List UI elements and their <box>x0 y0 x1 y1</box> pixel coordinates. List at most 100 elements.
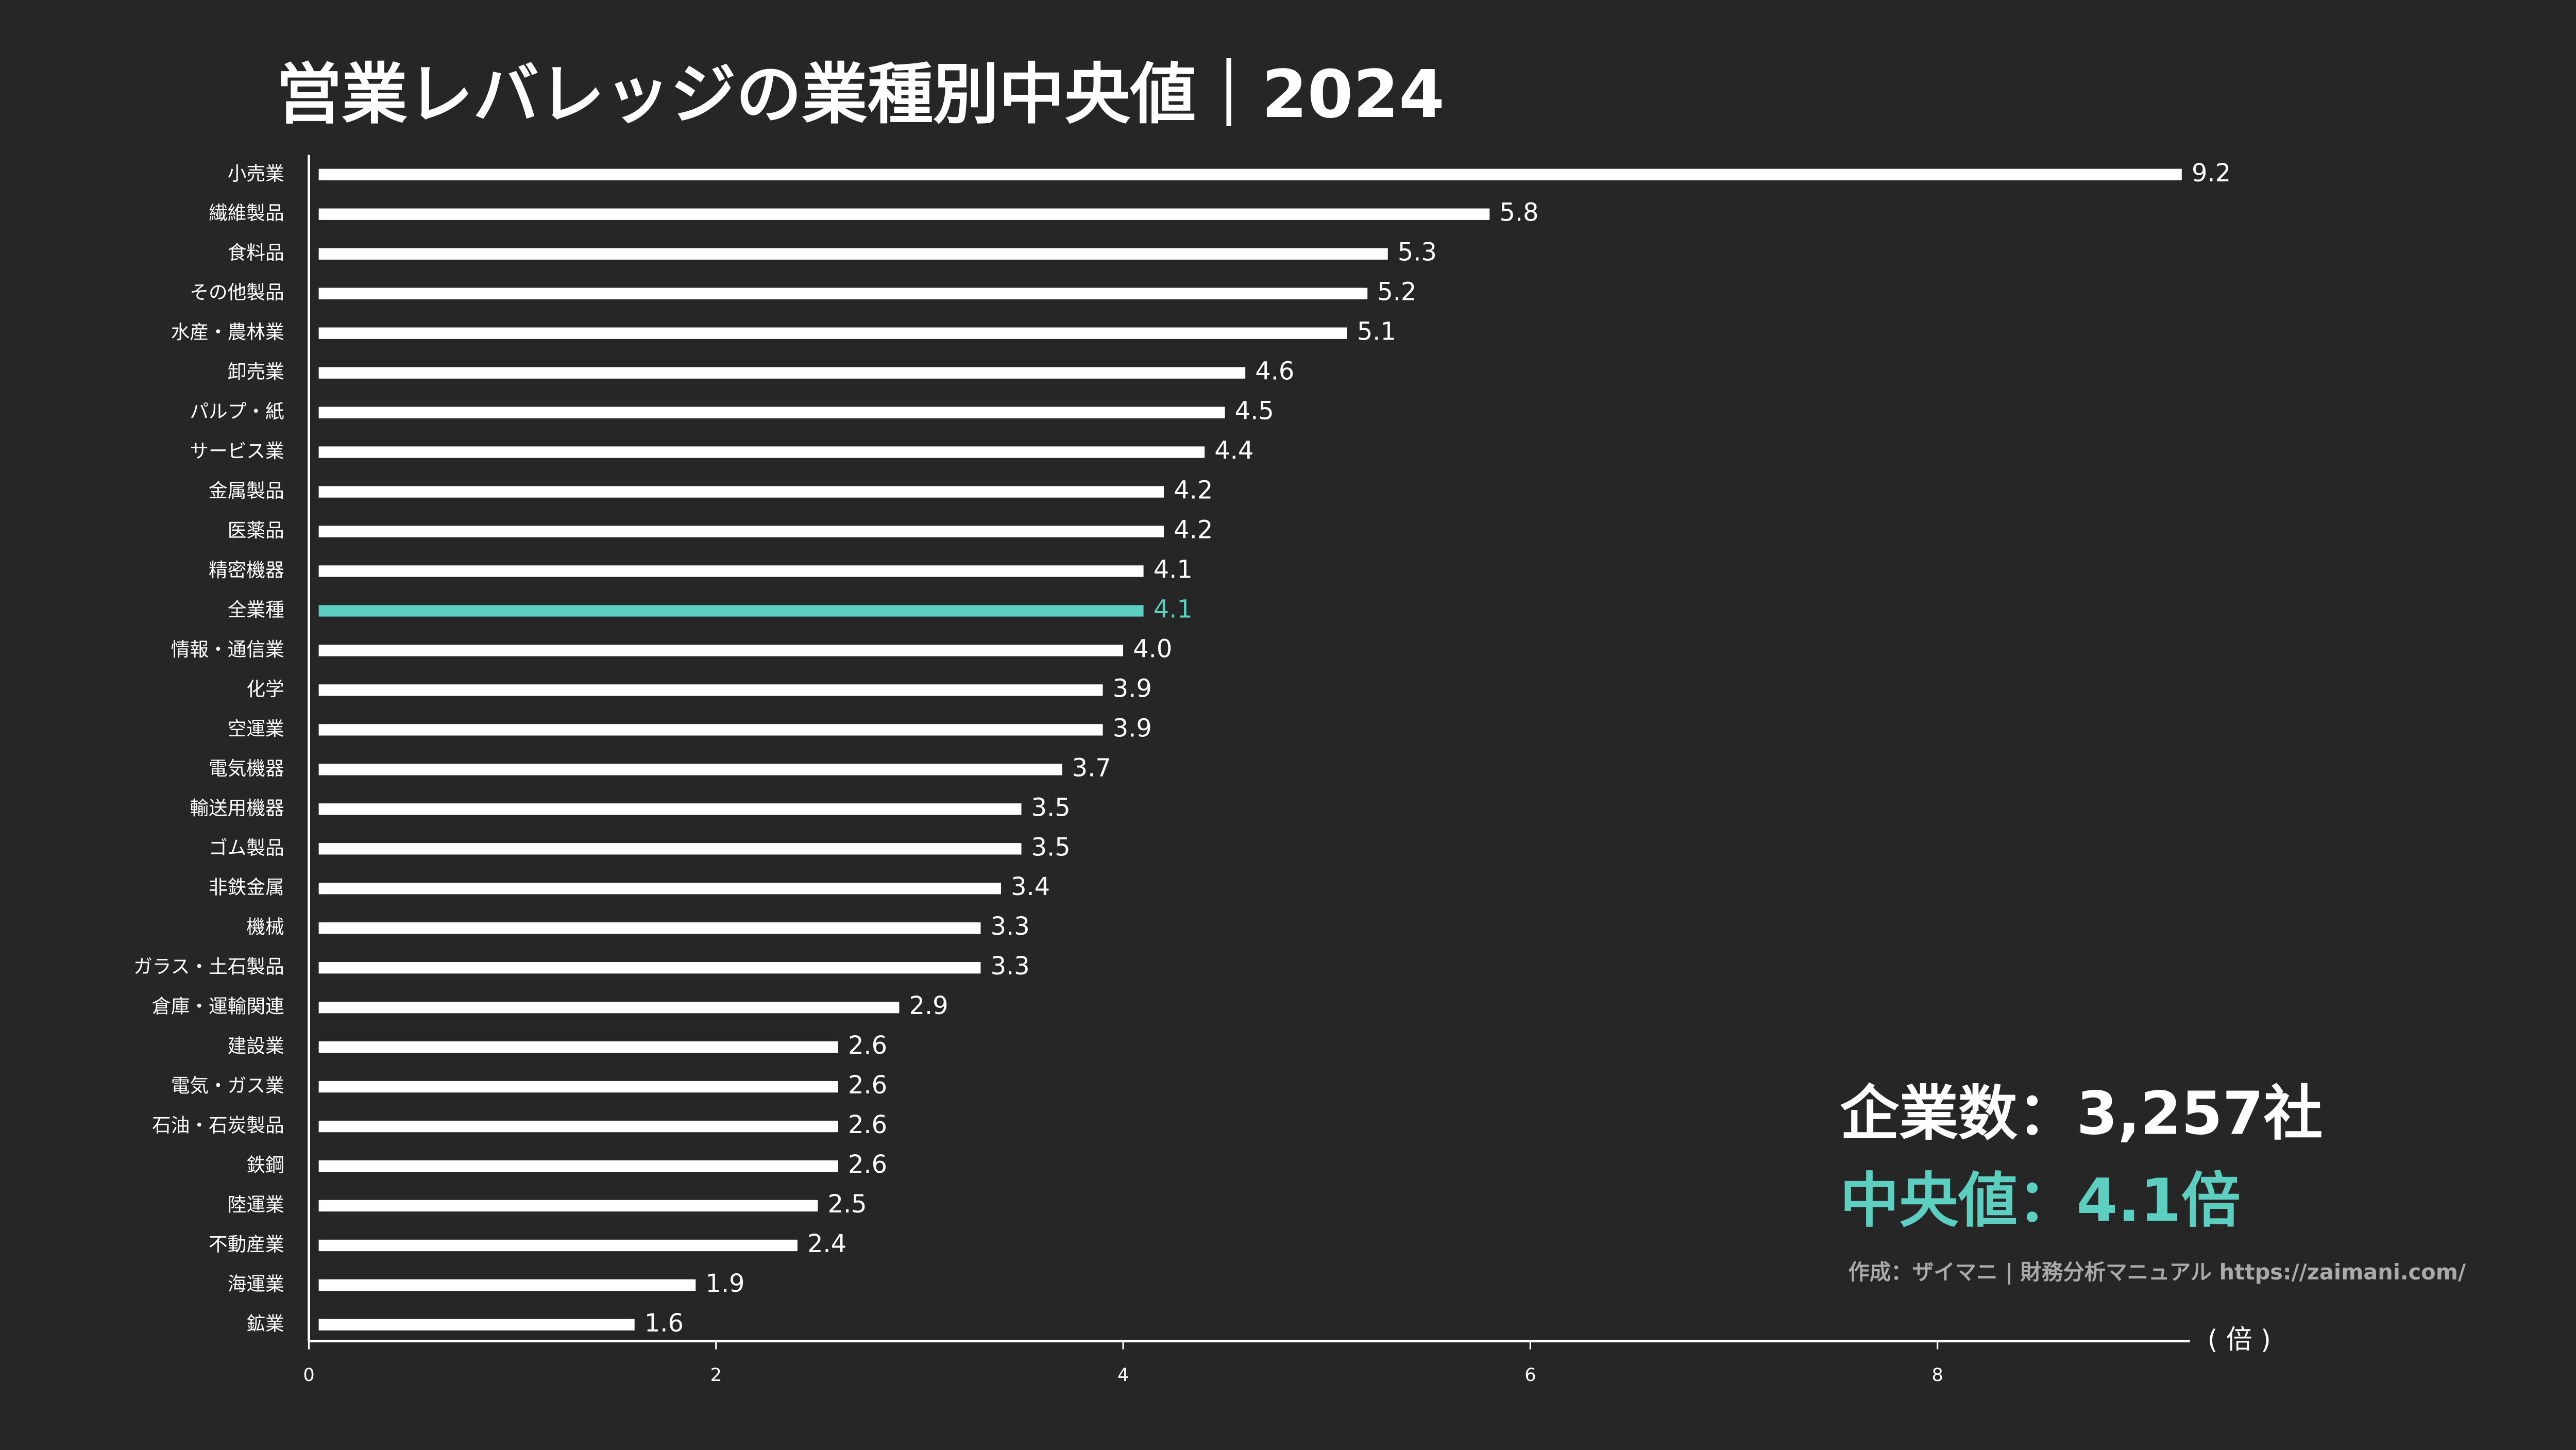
chart-title: 営業レバレッジの業種別中央値｜2024 <box>276 57 1445 133</box>
value-label: 5.3 <box>1398 239 1437 267</box>
bar <box>318 446 1205 458</box>
y-tick-label: 鉱業 <box>246 1312 284 1335</box>
bar <box>318 208 1490 220</box>
bar <box>318 1120 838 1133</box>
y-tick-label: 電気機器 <box>209 757 284 780</box>
y-tick-label: 水産・農林業 <box>171 321 284 343</box>
bar <box>318 248 1388 260</box>
value-label: 2.6 <box>848 1032 887 1060</box>
value-label: 5.2 <box>1377 278 1416 307</box>
value-label: 3.3 <box>991 913 1030 941</box>
y-tick-label: ガラス・土石製品 <box>133 956 284 978</box>
bar <box>318 764 1062 775</box>
bar <box>318 288 1368 299</box>
x-tick-label: 6 <box>1524 1364 1536 1386</box>
bar <box>318 1279 696 1291</box>
value-label: 3.5 <box>1031 833 1071 862</box>
value-label: 4.4 <box>1214 437 1253 465</box>
bar <box>318 883 1001 895</box>
value-label: 4.2 <box>1174 516 1213 544</box>
y-tick-label: 全業種 <box>228 599 284 621</box>
y-tick-label: その他製品 <box>190 281 284 304</box>
bar <box>318 962 981 974</box>
value-label: 5.1 <box>1357 318 1396 346</box>
bar <box>318 1160 838 1172</box>
y-tick-label: 海運業 <box>228 1273 284 1295</box>
value-label: 3.4 <box>1011 873 1050 901</box>
bar <box>318 565 1144 577</box>
bar <box>318 1041 838 1053</box>
bar <box>318 1200 818 1212</box>
bar <box>318 486 1164 498</box>
value-label: 3.7 <box>1072 754 1111 782</box>
y-tick-label: 卸売業 <box>228 361 284 383</box>
value-label: 2.4 <box>807 1230 846 1258</box>
value-label: 1.6 <box>645 1309 684 1338</box>
median-note: 中央値：4.1倍 <box>1840 1166 2240 1235</box>
value-label: 2.9 <box>909 992 948 1020</box>
y-tick-label: パルプ・紙 <box>190 400 284 423</box>
bar <box>318 684 1103 696</box>
y-tick-label: 機械 <box>246 916 284 938</box>
y-tick-label: 建設業 <box>228 1035 284 1057</box>
value-label: 4.1 <box>1154 595 1193 623</box>
source-note: 作成：ザイマニ | 財務分析マニュアル https://zaimani.com/ <box>1848 1260 2466 1285</box>
y-tick-label: 不動産業 <box>209 1233 284 1255</box>
y-tick-label: 非鉄金属 <box>209 876 284 899</box>
value-label: 3.5 <box>1031 794 1071 822</box>
value-label: 4.6 <box>1255 358 1294 386</box>
y-tick-label: 金属製品 <box>209 480 284 502</box>
value-label: 4.2 <box>1174 477 1213 505</box>
x-tick-label: 4 <box>1117 1364 1129 1386</box>
value-label: 3.3 <box>991 952 1030 981</box>
bar <box>318 724 1103 736</box>
value-label: 4.0 <box>1133 635 1172 663</box>
bar <box>318 605 1144 617</box>
value-label: 4.1 <box>1154 555 1193 584</box>
bar <box>318 645 1124 656</box>
bar <box>318 843 1022 855</box>
y-tick-label: ゴム製品 <box>209 837 284 859</box>
y-tick-label: 電気・ガス業 <box>171 1075 284 1097</box>
bar <box>318 922 981 934</box>
y-tick-label: 小売業 <box>228 162 284 184</box>
x-tick-label: 8 <box>1932 1364 1943 1386</box>
x-tick-label: 2 <box>710 1364 722 1386</box>
y-tick-label: サービス業 <box>190 440 284 462</box>
value-label: 4.5 <box>1235 397 1274 426</box>
x-axis-label: ( 倍 ) <box>2208 1325 2271 1355</box>
value-label: 3.9 <box>1113 714 1152 743</box>
value-label: 9.2 <box>2192 159 2231 188</box>
value-label: 5.8 <box>1499 199 1538 227</box>
value-label: 3.9 <box>1113 675 1152 703</box>
value-label: 2.6 <box>848 1071 887 1100</box>
y-tick-label: 陸運業 <box>228 1193 284 1216</box>
y-tick-label: 石油・石炭製品 <box>152 1115 284 1137</box>
y-tick-label: 倉庫・運輸関連 <box>152 996 284 1018</box>
y-tick-label: 化学 <box>246 678 284 700</box>
value-label: 2.6 <box>848 1151 887 1179</box>
y-tick-label: 医薬品 <box>228 519 284 542</box>
y-tick-label: 情報・通信業 <box>171 638 284 661</box>
value-label: 1.9 <box>705 1270 744 1298</box>
bar <box>318 327 1347 339</box>
y-tick-label: 鉄鋼 <box>246 1154 284 1176</box>
y-tick-label: 繊維製品 <box>209 202 284 224</box>
value-label: 2.6 <box>848 1111 887 1139</box>
y-tick-label: 空運業 <box>228 718 284 740</box>
bar <box>318 168 2182 180</box>
bar <box>318 1319 635 1331</box>
y-tick-label: 食料品 <box>228 242 284 264</box>
bar <box>318 1001 900 1014</box>
y-tick-label: 精密機器 <box>209 559 284 581</box>
x-tick-label: 0 <box>303 1364 314 1386</box>
company-count: 企業数：3,257社 <box>1840 1079 2323 1148</box>
bar <box>318 526 1164 537</box>
y-tick-label: 輸送用機器 <box>190 797 284 819</box>
bar <box>318 803 1022 815</box>
bar <box>318 1239 798 1252</box>
value-label: 2.5 <box>827 1190 867 1219</box>
bar <box>318 367 1246 379</box>
bar <box>318 1081 838 1093</box>
